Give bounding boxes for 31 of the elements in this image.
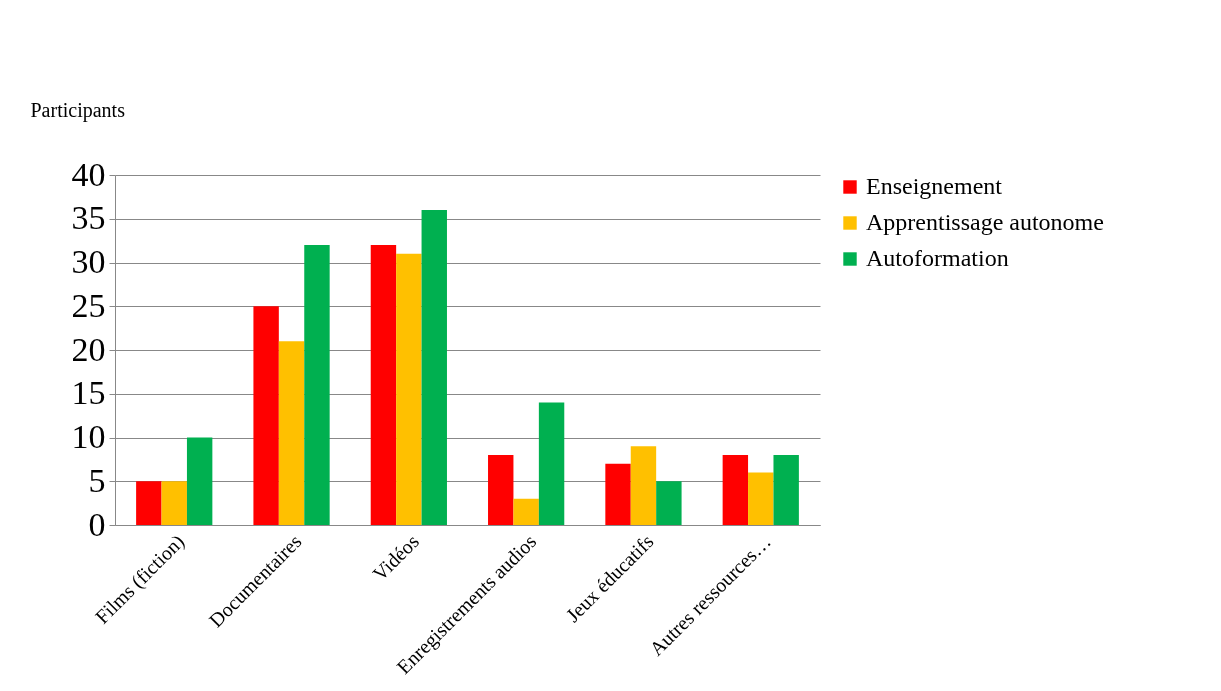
- legend-label: Autoformation: [866, 245, 1009, 271]
- bar: [396, 253, 422, 525]
- bar: [488, 455, 514, 525]
- y-tick-label: 5: [88, 461, 106, 499]
- bar: [513, 498, 539, 525]
- bar: [278, 341, 305, 525]
- y-axis-title: Participants: [30, 98, 126, 122]
- y-tick-label: 40: [71, 155, 106, 193]
- bar: [748, 472, 774, 525]
- bar: [538, 402, 565, 525]
- y-tick-label: 25: [71, 286, 106, 324]
- bar: [186, 437, 213, 525]
- bar: [630, 446, 657, 525]
- y-tick-label: 35: [71, 199, 106, 237]
- bar: [161, 481, 187, 525]
- bar: [421, 210, 447, 525]
- y-tick-label: 0: [88, 505, 106, 543]
- bar: [722, 455, 749, 525]
- bar: [304, 245, 330, 525]
- legend-label: Enseignement: [866, 173, 1003, 199]
- y-tick-label: 20: [71, 330, 106, 368]
- bar: [773, 455, 799, 525]
- bar: [370, 245, 397, 525]
- y-tick-label: 10: [71, 418, 106, 455]
- bar: [136, 481, 162, 525]
- legend-label: Apprentissage autonome: [866, 209, 1104, 235]
- bar: [656, 481, 682, 525]
- y-tick-label: 30: [71, 243, 106, 280]
- bar: [253, 306, 279, 525]
- bar: [605, 463, 631, 525]
- y-tick-label: 15: [71, 374, 106, 412]
